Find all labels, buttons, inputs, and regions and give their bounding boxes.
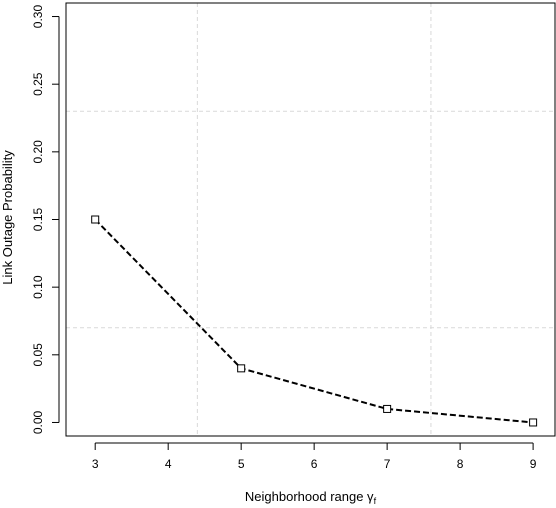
- grid-lines: [66, 3, 555, 436]
- x-axis-title: Neighborhood range γf: [245, 489, 377, 506]
- plot-frame: [65, 2, 556, 437]
- data-point-marker: [529, 418, 538, 427]
- y-tick-label: 0.15: [31, 207, 45, 231]
- x-tick-label: 6: [311, 457, 318, 471]
- y-tick-label: 0.30: [31, 5, 45, 29]
- y-axis: 0.00 0.05 0.10 0.15 0.20 0.25 0.30: [31, 5, 60, 434]
- y-tick-label: 0.20: [31, 140, 45, 164]
- series-group: [91, 215, 538, 427]
- data-point-marker: [237, 364, 246, 373]
- data-point-marker: [91, 215, 100, 224]
- y-tick-label: 0.10: [31, 275, 45, 299]
- x-tick-label: 5: [238, 457, 245, 471]
- series-line: [94, 218, 534, 424]
- y-tick-label: 0.05: [31, 343, 45, 367]
- y-tick-label: 0.00: [31, 410, 45, 434]
- x-tick-label: 3: [92, 457, 99, 471]
- x-tick-label: 4: [165, 457, 172, 471]
- x-tick-label: 7: [384, 457, 391, 471]
- x-tick-label: 8: [457, 457, 464, 471]
- y-axis-title: Link Outage Probability: [0, 150, 15, 285]
- y-tick-label: 0.25: [31, 72, 45, 96]
- data-point-marker: [383, 404, 392, 413]
- x-tick-label: 9: [530, 457, 537, 471]
- x-axis: 3 4 5 6 7 8 9: [92, 442, 537, 471]
